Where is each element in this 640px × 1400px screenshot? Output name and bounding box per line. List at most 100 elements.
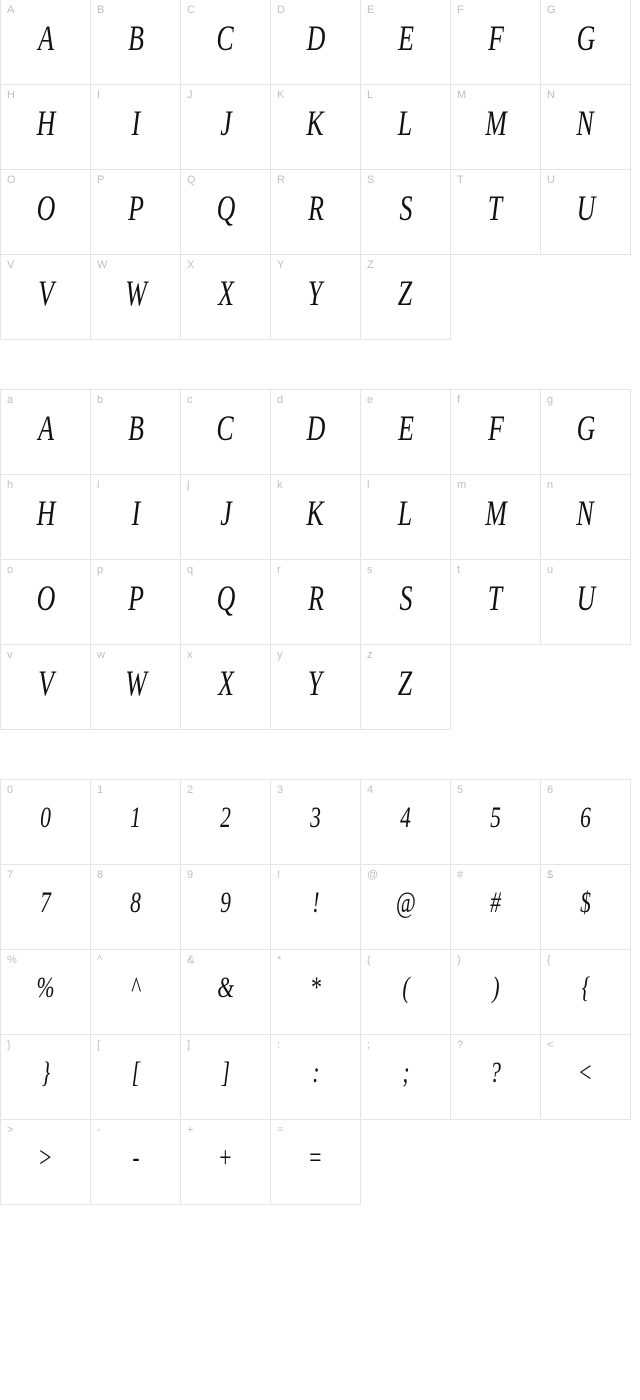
- glyph: K: [307, 495, 324, 531]
- glyph-cell: iI: [90, 474, 181, 560]
- glyph: ;: [402, 1058, 409, 1088]
- key-label: U: [547, 174, 555, 186]
- glyph: ^: [131, 973, 140, 1003]
- key-label: 3: [277, 784, 283, 796]
- glyph: 1: [130, 803, 141, 833]
- glyph: O: [36, 190, 55, 226]
- key-label: *: [277, 954, 281, 966]
- key-label: m: [457, 479, 466, 491]
- glyph-cell: oO: [0, 559, 91, 645]
- glyph-cell: 88: [90, 864, 181, 950]
- glyph-cell: **: [270, 949, 361, 1035]
- glyph-cell: ??: [450, 1034, 541, 1120]
- glyph-cell: bB: [90, 389, 181, 475]
- key-label: [: [97, 1039, 100, 1051]
- key-label: ;: [367, 1039, 370, 1051]
- glyph-cell: >>: [0, 1119, 91, 1205]
- glyph-cell: --: [90, 1119, 181, 1205]
- glyph-cell: DD: [270, 0, 361, 85]
- glyph: 0: [40, 803, 51, 833]
- key-label: K: [277, 89, 284, 101]
- glyph: H: [36, 105, 55, 141]
- key-label: 2: [187, 784, 193, 796]
- glyph-cell: lL: [360, 474, 451, 560]
- glyph: E: [398, 20, 414, 56]
- glyph-cell: ++: [180, 1119, 271, 1205]
- key-label: S: [367, 174, 374, 186]
- glyph: }: [41, 1058, 50, 1088]
- glyph: <: [578, 1058, 593, 1088]
- key-label: 1: [97, 784, 103, 796]
- glyph: +: [218, 1143, 233, 1173]
- glyph-cell: 99: [180, 864, 271, 950]
- glyph-grid: aAbBcCdDeEfFgGhHiIjJkKlLmMnNoOpPqQrRsStT…: [1, 390, 640, 730]
- glyph: Y: [308, 665, 322, 701]
- glyph: L: [398, 105, 412, 141]
- glyph: ?: [490, 1058, 501, 1088]
- glyph: L: [398, 495, 412, 531]
- glyph: 5: [490, 803, 501, 833]
- glyph-cell: yY: [270, 644, 361, 730]
- glyph-cell: wW: [90, 644, 181, 730]
- glyph: V: [38, 665, 54, 701]
- key-label: (: [367, 954, 371, 966]
- glyph: !: [312, 888, 319, 918]
- glyph: Q: [216, 190, 235, 226]
- key-label: d: [277, 394, 283, 406]
- glyph: W: [125, 275, 147, 311]
- glyph: W: [125, 665, 147, 701]
- section-symbols: 00112233445566778899!!@@##$$%%^^&&**(())…: [0, 780, 640, 1205]
- glyph: O: [36, 580, 55, 616]
- key-label: E: [367, 4, 374, 16]
- glyph-cell: 66: [540, 779, 631, 865]
- glyph-cell: ^^: [90, 949, 181, 1035]
- key-label: Q: [187, 174, 196, 186]
- glyph-cell: SS: [360, 169, 451, 255]
- key-label: x: [187, 649, 193, 661]
- glyph: =: [308, 1143, 323, 1173]
- glyph: H: [36, 495, 55, 531]
- glyph-cell: tT: [450, 559, 541, 645]
- empty-cell: [360, 1119, 451, 1205]
- key-label: +: [187, 1124, 193, 1136]
- glyph-cell: fF: [450, 389, 541, 475]
- key-label: 4: [367, 784, 373, 796]
- glyph-cell: nN: [540, 474, 631, 560]
- key-label: r: [277, 564, 281, 576]
- key-label: c: [187, 394, 193, 406]
- glyph: :: [312, 1058, 319, 1088]
- glyph-cell: RR: [270, 169, 361, 255]
- glyph: P: [128, 580, 144, 616]
- glyph-cell: CC: [180, 0, 271, 85]
- glyph: F: [488, 410, 504, 446]
- glyph: &: [217, 973, 234, 1003]
- key-label: @: [367, 869, 378, 881]
- key-label: s: [367, 564, 373, 576]
- key-label: J: [187, 89, 193, 101]
- glyph-cell: ZZ: [360, 254, 451, 340]
- key-label: j: [187, 479, 189, 491]
- glyph: B: [128, 410, 144, 446]
- key-label: A: [7, 4, 14, 16]
- glyph-cell: 44: [360, 779, 451, 865]
- glyph: (: [402, 973, 409, 1003]
- glyph: J: [220, 105, 232, 141]
- glyph: Q: [216, 580, 235, 616]
- glyph-cell: 11: [90, 779, 181, 865]
- key-label: g: [547, 394, 553, 406]
- glyph: U: [576, 190, 595, 226]
- glyph-cell: kK: [270, 474, 361, 560]
- glyph: 2: [220, 803, 231, 833]
- glyph-cell: OO: [0, 169, 91, 255]
- key-label: B: [97, 4, 104, 16]
- glyph-cell: {{: [540, 949, 631, 1035]
- key-label: h: [7, 479, 13, 491]
- glyph-cell: LL: [360, 84, 451, 170]
- glyph: Z: [398, 275, 412, 311]
- glyph-cell: hH: [0, 474, 91, 560]
- key-label: e: [367, 394, 373, 406]
- glyph-cell: 33: [270, 779, 361, 865]
- glyph: U: [576, 580, 595, 616]
- key-label: ?: [457, 1039, 463, 1051]
- glyph-cell: XX: [180, 254, 271, 340]
